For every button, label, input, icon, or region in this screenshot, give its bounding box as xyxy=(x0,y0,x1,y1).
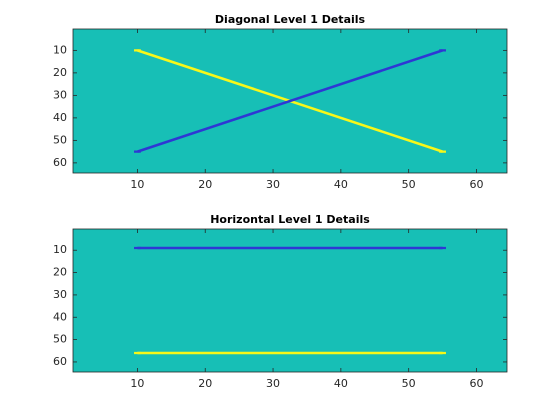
y-tick-label: 40 xyxy=(53,111,67,124)
x-tick-label: 10 xyxy=(130,377,144,390)
y-tick-label: 10 xyxy=(53,43,67,56)
x-tick-label: 40 xyxy=(334,377,348,390)
x-tick-label: 20 xyxy=(198,178,212,191)
y-tick-label: 20 xyxy=(53,266,67,279)
image-background xyxy=(73,229,507,372)
y-tick-label: 50 xyxy=(53,133,67,146)
x-tick-label: 40 xyxy=(334,178,348,191)
chart-title: Diagonal Level 1 Details xyxy=(215,13,366,26)
x-tick-label: 30 xyxy=(266,377,280,390)
axes-box xyxy=(72,28,508,174)
y-tick-label: 30 xyxy=(53,288,67,301)
axes-box xyxy=(72,228,508,373)
x-tick-label: 60 xyxy=(469,178,483,191)
x-tick-label: 30 xyxy=(266,178,280,191)
y-tick-label: 20 xyxy=(53,66,67,79)
x-tick-label: 60 xyxy=(469,377,483,390)
x-tick-label: 50 xyxy=(402,377,416,390)
chart-title: Horizontal Level 1 Details xyxy=(210,213,370,226)
pixel-cap xyxy=(134,150,141,153)
pixel-cap xyxy=(134,49,141,52)
y-tick-label: 50 xyxy=(53,333,67,346)
y-tick-label: 60 xyxy=(53,156,67,169)
y-tick-label: 60 xyxy=(53,355,67,368)
pixel-line xyxy=(137,49,443,153)
y-tick-label: 30 xyxy=(53,88,67,101)
y-tick-label: 10 xyxy=(53,243,67,256)
x-tick-label: 50 xyxy=(402,178,416,191)
pixel-cap xyxy=(439,49,446,52)
pixel-cap xyxy=(134,246,141,250)
x-tick-label: 10 xyxy=(130,178,144,191)
pixel-cap xyxy=(134,351,141,355)
y-tick-label: 40 xyxy=(53,310,67,323)
pixel-cap xyxy=(439,246,446,250)
pixel-cap xyxy=(439,150,446,153)
x-tick-label: 20 xyxy=(198,377,212,390)
pixel-cap xyxy=(439,351,446,355)
